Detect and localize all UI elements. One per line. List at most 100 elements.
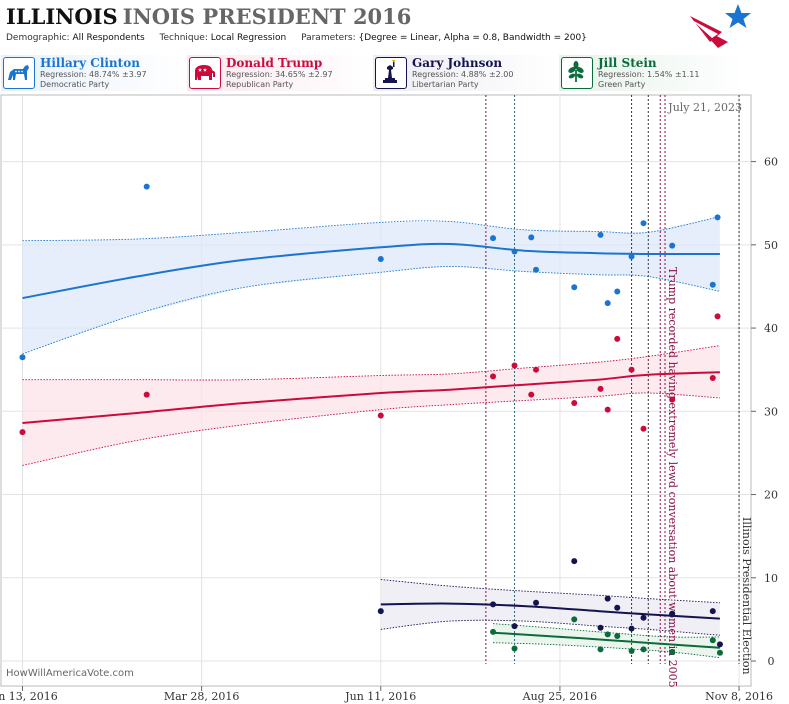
poll-point-gary-johnson: [640, 614, 647, 621]
legend-name-stein: Jill Stein: [598, 56, 657, 70]
poll-point-hillary-clinton: [511, 248, 518, 255]
poll-point-donald-trump: [528, 391, 535, 398]
legend-item-stein[interactable]: Jill Stein Regression: 1.54% ±1.11 Green…: [558, 55, 744, 91]
poll-point-gary-johnson: [597, 624, 604, 631]
poll-point-jill-stein: [604, 631, 611, 638]
y-tick-label: 50: [764, 239, 778, 252]
band-lower-gary-johnson: [380, 619, 720, 636]
leaf-icon: [561, 57, 593, 89]
poll-point-hillary-clinton: [628, 253, 635, 260]
poll-point-gary-johnson: [571, 558, 578, 565]
poll-point-hillary-clinton: [604, 300, 611, 307]
legend-name-trump: Donald Trump: [226, 56, 323, 70]
legend-item-johnson[interactable]: Gary Johnson Regression: 4.88% ±2.00 Lib…: [372, 55, 558, 91]
poll-point-gary-johnson: [614, 604, 621, 611]
poll-point-jill-stein: [640, 646, 647, 653]
event-lines: Trump recorded having extremely lewd con…: [485, 95, 753, 688]
poll-point-hillary-clinton: [490, 235, 497, 242]
band-lower-donald-trump: [22, 392, 720, 466]
star-flag-logo-icon[interactable]: [688, 2, 752, 50]
poll-point-donald-trump: [604, 406, 611, 413]
x-tick-label: Jan 13, 2016: [0, 690, 58, 703]
x-tick-label: Mar 28, 2016: [164, 690, 240, 703]
poll-point-hillary-clinton: [714, 214, 721, 221]
site-watermark[interactable]: HowWillAmericaVote.com: [6, 668, 134, 679]
poll-point-jill-stein: [614, 633, 621, 640]
statue-of-liberty-icon: [375, 57, 407, 89]
poll-point-donald-trump: [714, 313, 721, 320]
poll-point-gary-johnson: [716, 641, 723, 648]
legend-party-johnson: Libertarian Party: [412, 80, 479, 89]
legend-item-clinton[interactable]: Hillary Clinton Regression: 48.74% ±3.97…: [0, 55, 186, 91]
legend-name-johnson: Gary Johnson: [412, 56, 503, 70]
poll-point-hillary-clinton: [640, 220, 647, 227]
trend-line-donald-trump: [22, 371, 720, 424]
legend-party-trump: Republican Party: [226, 80, 294, 89]
band-hillary-clinton: [22, 216, 720, 354]
title-state: ILLINOIS: [6, 4, 118, 29]
band-upper-gary-johnson: [380, 579, 720, 604]
poll-point-gary-johnson: [377, 608, 384, 615]
y-tick-label: 0: [768, 655, 775, 668]
band-lower-hillary-clinton: [22, 266, 720, 355]
x-tick-label: Nov 8, 2016: [705, 690, 773, 703]
trend-line-jill-stein: [492, 631, 720, 649]
poll-point-gary-johnson: [511, 623, 518, 630]
param-value-demographic: All Respondents: [72, 33, 145, 43]
poll-point-hillary-clinton: [669, 242, 676, 249]
poll-point-donald-trump: [511, 362, 518, 369]
legend-item-trump[interactable]: Donald Trump Regression: 34.65% ±2.97 Re…: [186, 55, 372, 91]
poll-point-hillary-clinton: [571, 284, 578, 291]
poll-point-donald-trump: [490, 373, 497, 380]
poll-point-hillary-clinton: [19, 354, 26, 361]
poll-point-jill-stein: [628, 648, 635, 655]
poll-point-gary-johnson: [669, 610, 676, 617]
event-label: Trump recorded having extremely lewd con…: [666, 267, 679, 688]
y-tick-label: 30: [764, 405, 778, 418]
trend-line-hillary-clinton: [22, 242, 720, 300]
poll-point-gary-johnson: [604, 595, 611, 602]
trend-line-gary-johnson: [380, 602, 720, 620]
band-upper-donald-trump: [22, 345, 720, 381]
legend-name-clinton: Hillary Clinton: [40, 56, 140, 70]
y-tick-label: 10: [764, 572, 778, 585]
legend-regression-clinton: Regression: 48.74% ±3.97: [40, 70, 147, 79]
poll-point-donald-trump: [640, 425, 647, 432]
poll-point-gary-johnson: [709, 608, 716, 615]
candidate-legend: Hillary Clinton Regression: 48.74% ±3.97…: [0, 55, 789, 93]
legend-regression-johnson: Regression: 4.88% ±2.00: [412, 70, 514, 79]
chart-axes: 0 10 20 30 40 50 60 Jan 13, 2016 Mar 28, 2016 Jun…: [0, 156, 778, 703]
poll-point-gary-johnson: [490, 601, 497, 608]
param-label-demographic: Demographic:: [6, 33, 70, 43]
x-tick-label: Aug 25, 2016: [522, 690, 598, 703]
y-tick-label: 20: [764, 489, 778, 502]
legend-regression-trump: Regression: 34.65% ±2.97: [226, 70, 333, 79]
poll-point-donald-trump: [709, 375, 716, 382]
poll-point-donald-trump: [533, 366, 540, 373]
legend-party-clinton: Democratic Party: [40, 80, 110, 89]
poll-point-donald-trump: [19, 429, 26, 436]
poll-points: [19, 183, 723, 656]
band-upper-hillary-clinton: [22, 216, 720, 242]
poll-point-donald-trump: [669, 396, 676, 403]
poll-point-donald-trump: [628, 366, 635, 373]
trend-lines: [22, 242, 720, 649]
poll-point-jill-stein: [511, 645, 518, 652]
param-label-parameters: Parameters:: [301, 33, 356, 43]
x-tick-label: Jun 11, 2016: [344, 690, 416, 703]
poll-point-jill-stein: [709, 637, 716, 644]
poll-point-jill-stein: [716, 649, 723, 656]
poll-point-jill-stein: [490, 628, 497, 635]
date-stamp: July 21, 2023: [668, 101, 742, 114]
poll-point-jill-stein: [571, 616, 578, 623]
poll-point-jill-stein: [597, 646, 604, 653]
donkey-icon: [3, 57, 35, 89]
param-value-parameters: {Degree = Linear, Alpha = 0.8, Bandwidth…: [358, 33, 587, 43]
confidence-bands: [22, 216, 720, 659]
legend-regression-stein: Regression: 1.54% ±1.11: [598, 70, 700, 79]
poll-point-hillary-clinton: [528, 234, 535, 241]
event-label: Illinois Presidential Election: [740, 517, 753, 675]
poll-point-donald-trump: [614, 335, 621, 342]
y-tick-label: 40: [764, 322, 778, 335]
poll-point-donald-trump: [571, 399, 578, 406]
